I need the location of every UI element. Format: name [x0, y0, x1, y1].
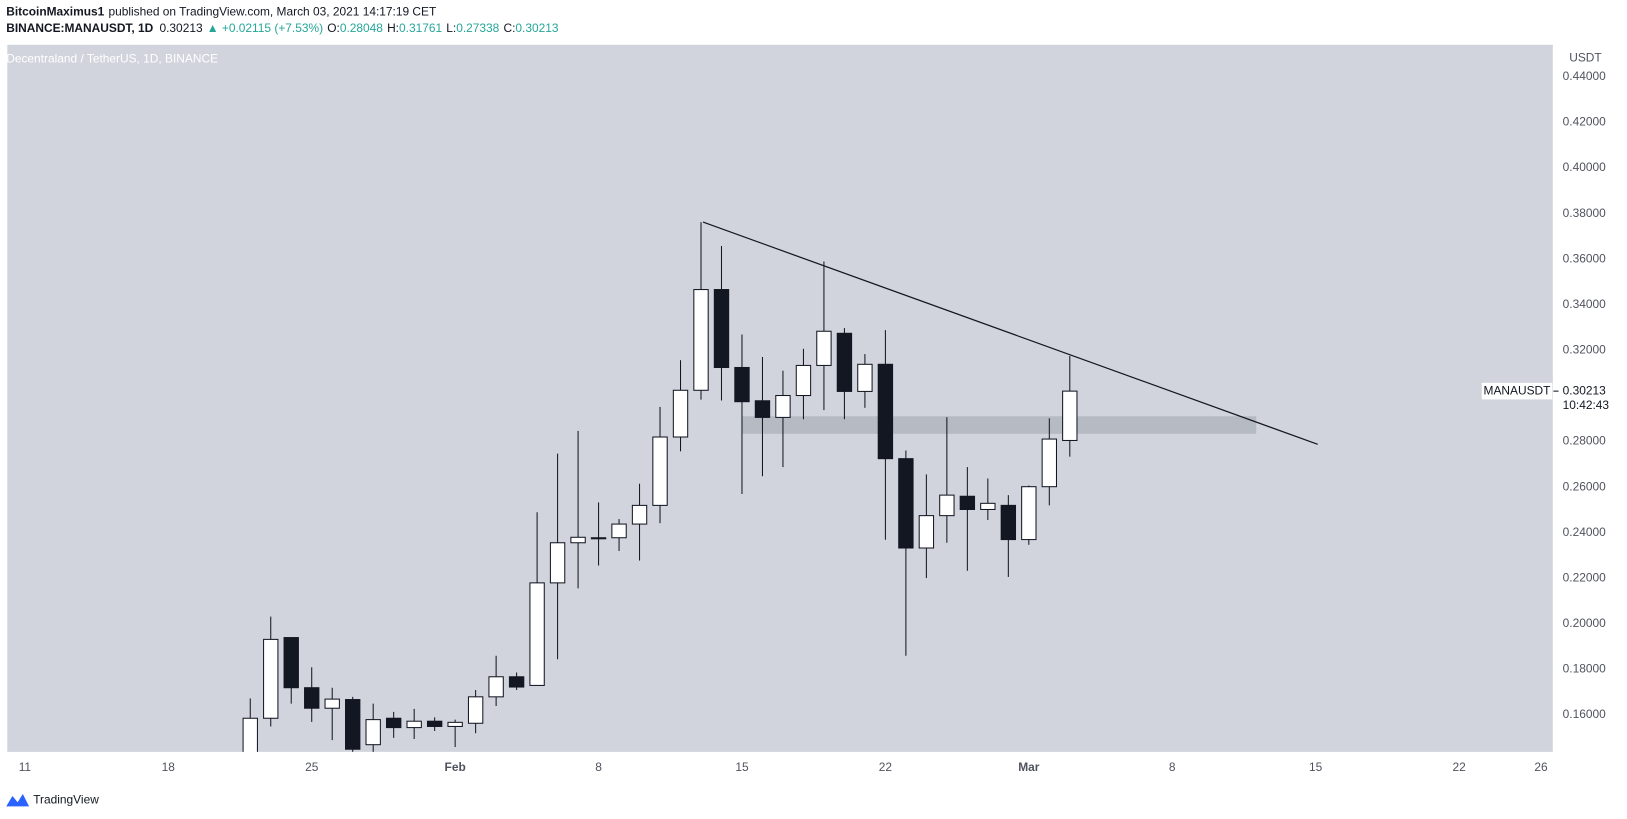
y-tick-label: 0.42000: [1563, 115, 1606, 129]
candle-body: [365, 719, 381, 746]
y-tick-label: 0.20000: [1563, 616, 1606, 630]
candle-body: [242, 717, 258, 753]
x-tick-label: 15: [735, 760, 749, 774]
candle-body: [549, 542, 566, 584]
candle-body: [385, 717, 402, 729]
candle-body: [426, 720, 443, 727]
header-line-2: BINANCE:MANAUSDT, 1D 0.30213 ▲ +0.02115 (+…: [6, 21, 559, 35]
x-tick-label: 25: [305, 760, 319, 774]
y-tick-label: 0.36000: [1563, 251, 1606, 265]
ohlc-label: H:: [387, 21, 399, 35]
symbol-label-box: [1481, 382, 1553, 400]
symbol: BINANCE:MANAUSDT, 1D: [6, 21, 153, 35]
y-tick-label: 0.26000: [1563, 479, 1606, 493]
ohlc-value: 0.28048: [340, 21, 383, 35]
candle-body: [467, 696, 484, 724]
candle-body: [508, 676, 525, 688]
candle-body: [836, 332, 853, 392]
ohlc-value: 0.31761: [399, 21, 442, 35]
header-line-1: BitcoinMaximus1 published on TradingView.…: [6, 5, 437, 19]
plot: [242, 221, 1318, 753]
x-tick-label: 11: [19, 760, 32, 774]
candle-body: [324, 698, 340, 709]
y-tick-label: 0.32000: [1563, 343, 1606, 357]
trendline: [702, 221, 1318, 445]
candle-body: [795, 364, 812, 397]
candle-body: [1062, 390, 1078, 441]
candle-body: [877, 363, 894, 460]
y-tick-label: 0.22000: [1563, 570, 1606, 584]
candle-body: [590, 537, 607, 540]
ohlc-value: 0.27338: [456, 21, 499, 35]
candle-body: [529, 582, 545, 686]
candle-body: [980, 502, 996, 511]
candle-body: [345, 699, 361, 750]
ohlc-label: O:: [327, 21, 340, 35]
y-tick-label: 0.44000: [1563, 69, 1606, 83]
symbol-label: MANAUSDT: [1484, 383, 1552, 397]
candle-body: [939, 494, 955, 517]
candle-body: [304, 687, 320, 709]
ohlc-label: C:: [503, 21, 515, 35]
zone: [741, 416, 1257, 434]
y-tick-label: 0.38000: [1563, 206, 1606, 220]
candle-body: [918, 515, 935, 549]
x-tick-label: Feb: [445, 760, 466, 774]
y-tick-label: 0.18000: [1563, 662, 1606, 676]
last-price: 0.30213: [159, 21, 202, 35]
candle-body: [263, 638, 279, 719]
chart-title: Decentraland / TetherUS, 1D, BINANCE: [6, 51, 218, 65]
candle-body: [693, 289, 709, 391]
published: published on TradingView.com, March 03, …: [108, 5, 437, 19]
candle-body: [816, 330, 832, 366]
logo-text: TradingView: [33, 792, 99, 806]
candle-body: [631, 504, 648, 525]
logo-icon: [6, 793, 30, 807]
candle-body: [488, 676, 504, 698]
logo: TradingView: [6, 792, 99, 807]
price-unit: USDT: [1569, 50, 1602, 64]
candle-body: [652, 436, 668, 506]
x-tick-label: 15: [1309, 760, 1323, 774]
x-tick-label: 26: [1534, 760, 1548, 774]
author: BitcoinMaximus1: [6, 5, 104, 19]
candle-body: [754, 400, 771, 418]
x-tick-label: 22: [1452, 760, 1466, 774]
candle-body: [898, 458, 914, 549]
candle-body: [283, 637, 299, 689]
candle-body: [1041, 438, 1058, 488]
y-tick-label: 0.34000: [1563, 297, 1606, 311]
y-tick-label: 0.28000: [1563, 434, 1606, 448]
ohlc-value: 0.30213: [515, 21, 558, 35]
candle-body: [1000, 504, 1017, 541]
candle-body: [734, 366, 750, 403]
candle-body: [406, 720, 422, 729]
price-label-box: [1554, 382, 1627, 414]
y-tick-label: 0.40000: [1563, 160, 1606, 174]
change: ▲ +0.02115 (+7.53%): [207, 21, 323, 35]
price-label-countdown: 10:42:43: [1563, 398, 1610, 412]
y-tick-label: 0.16000: [1563, 707, 1606, 721]
candle-body: [959, 495, 976, 511]
candle-body: [611, 523, 627, 539]
y-tick-label: 0.24000: [1563, 525, 1606, 539]
x-tick-label: 8: [595, 760, 602, 774]
price-label-value: 0.30213: [1563, 383, 1606, 397]
candle-body: [447, 721, 463, 727]
candle-body: [857, 363, 873, 392]
candle-body: [672, 389, 689, 438]
x-tick-label: 8: [1169, 760, 1176, 774]
candle-body: [1021, 486, 1037, 541]
candle-body: [570, 536, 586, 544]
ohlc-label: L:: [446, 21, 456, 35]
candle-body: [775, 395, 791, 418]
x-tick-label: 22: [879, 760, 893, 774]
x-tick-label: Mar: [1018, 760, 1040, 774]
x-tick-label: 18: [162, 760, 176, 774]
candle-body: [713, 289, 730, 369]
